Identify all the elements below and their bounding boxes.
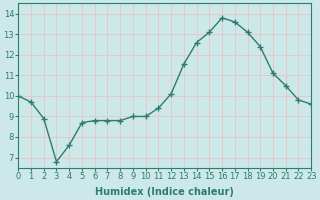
- X-axis label: Humidex (Indice chaleur): Humidex (Indice chaleur): [95, 187, 234, 197]
